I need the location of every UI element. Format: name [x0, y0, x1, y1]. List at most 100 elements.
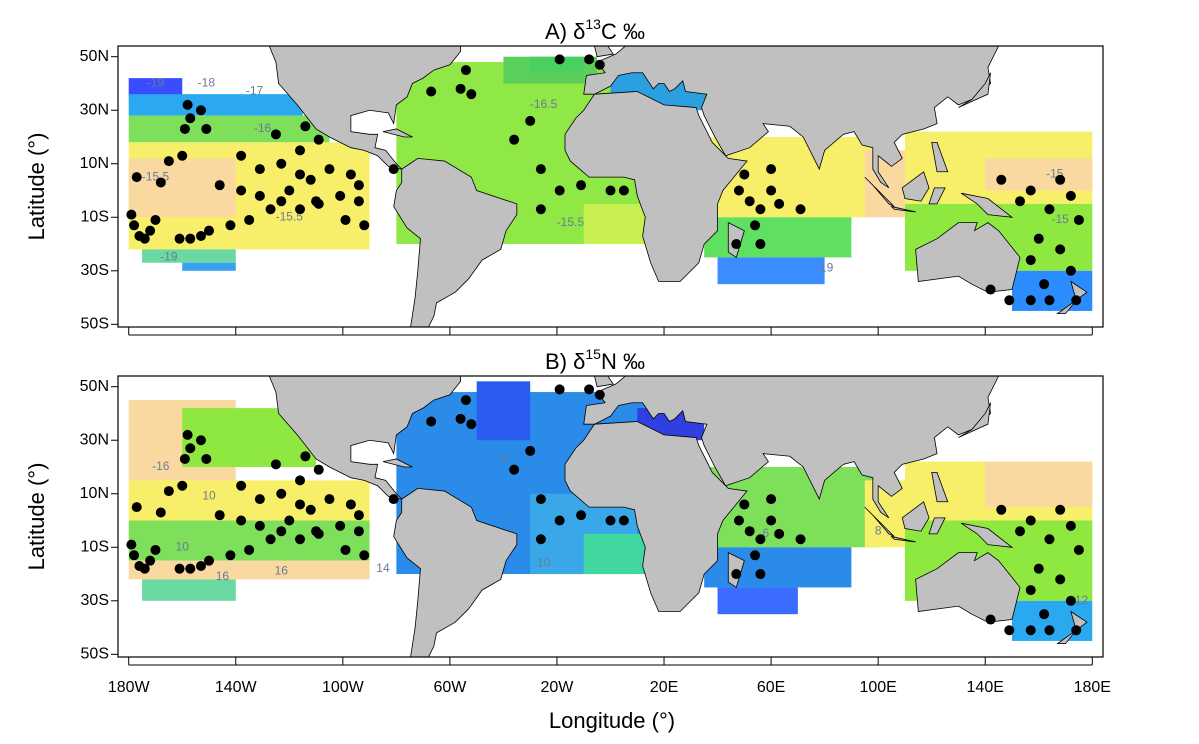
site-point: [1044, 534, 1055, 545]
site-point: [1055, 574, 1066, 585]
site-point: [576, 510, 587, 521]
site-point: [1025, 185, 1036, 196]
land: [594, 46, 614, 58]
site-point: [1044, 295, 1055, 306]
site-point: [605, 515, 616, 526]
site-point: [554, 54, 565, 65]
site-point: [1039, 279, 1050, 290]
site-point: [345, 499, 356, 510]
x-tick-label: 180W: [108, 679, 151, 696]
site-point: [750, 220, 761, 231]
site-point: [1065, 595, 1076, 606]
site-point: [1033, 233, 1044, 244]
site-point: [214, 180, 225, 191]
site-point: [733, 185, 744, 196]
site-point: [305, 174, 316, 185]
site-point: [185, 233, 196, 244]
site-point: [265, 534, 276, 545]
isoscape-cell: [128, 78, 183, 97]
site-point: [755, 239, 766, 250]
site-point: [1004, 295, 1015, 306]
site-point: [1004, 625, 1015, 636]
site-point: [774, 528, 785, 539]
site-point: [295, 475, 306, 486]
contour-label: -19: [816, 260, 834, 274]
x-tick-label: 100E: [859, 679, 896, 696]
site-point: [150, 214, 161, 225]
site-point: [129, 550, 140, 561]
site-point: [1065, 265, 1076, 276]
panel-frame: [117, 45, 1104, 328]
site-point: [1044, 204, 1055, 215]
site-point: [179, 123, 190, 134]
isoscape-cell: [128, 230, 370, 250]
y-tick-label: 30S: [81, 262, 109, 279]
site-point: [300, 121, 311, 132]
land: [594, 376, 614, 388]
land: [915, 552, 1021, 623]
site-point: [313, 134, 324, 145]
site-point: [766, 515, 777, 526]
contour-label: -19: [160, 250, 178, 264]
site-point: [774, 198, 785, 209]
site-point: [766, 164, 777, 175]
site-point: [1015, 196, 1026, 207]
contour-label: 10: [537, 556, 551, 570]
land: [864, 176, 895, 207]
site-point: [744, 526, 755, 537]
isoscape-cell: [985, 461, 1093, 508]
site-point: [313, 464, 324, 475]
site-point: [270, 129, 281, 140]
site-point: [265, 204, 276, 215]
site-point: [554, 515, 565, 526]
land: [915, 222, 1021, 293]
site-point: [244, 214, 255, 225]
site-point: [525, 445, 536, 456]
contour-label: -15.5: [276, 209, 304, 223]
title-superscript: 13: [585, 16, 601, 32]
site-point: [388, 164, 399, 175]
site-point: [182, 429, 193, 440]
site-point: [1073, 214, 1084, 225]
title-text: B) δ: [545, 349, 585, 374]
site-point: [185, 113, 196, 124]
site-point: [126, 209, 137, 220]
site-point: [295, 534, 306, 545]
contour-label: 10: [176, 539, 190, 553]
land: [393, 157, 518, 327]
site-point: [455, 83, 466, 94]
y-tick-label: 10N: [80, 485, 109, 502]
site-point: [295, 169, 306, 180]
contour-label: -17: [246, 84, 264, 98]
panel-frame: [117, 375, 1104, 658]
site-point: [163, 156, 174, 167]
land: [583, 376, 1000, 519]
site-point: [1055, 504, 1066, 515]
site-point: [353, 510, 364, 521]
map-panel: -19 -18-17-16-16.5-15.5-15.5 -15.5-19-19-1…: [118, 46, 1103, 327]
site-point: [795, 204, 806, 215]
site-point: [276, 526, 287, 537]
site-point: [300, 451, 311, 462]
land: [564, 421, 748, 612]
isoscape-cell: [985, 158, 1093, 191]
site-point: [131, 502, 142, 513]
site-point: [460, 395, 471, 406]
site-point: [236, 185, 247, 196]
site-point: [554, 185, 565, 196]
site-point: [244, 544, 255, 555]
land: [890, 535, 916, 543]
site-point: [204, 555, 215, 566]
contour-label: 8: [875, 523, 882, 537]
site-point: [618, 515, 629, 526]
site-point: [276, 488, 287, 499]
land: [583, 46, 1000, 189]
site-point: [129, 220, 140, 231]
y-tick-label: 10N: [80, 155, 109, 172]
y-tick-label: 30S: [81, 592, 109, 609]
site-point: [388, 494, 399, 505]
contour-label: -16.5: [530, 97, 558, 111]
isoscape-cell: [142, 249, 236, 263]
site-point: [755, 534, 766, 545]
